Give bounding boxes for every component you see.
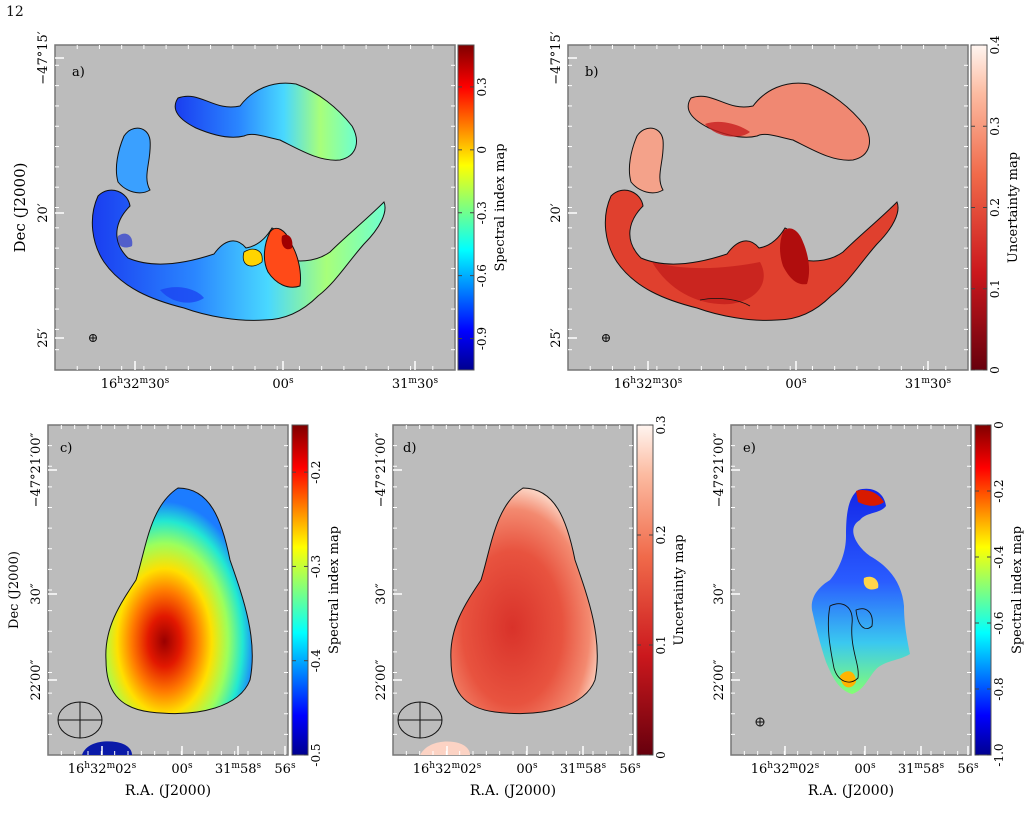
- colorbar-label: Uncertainty map: [1006, 152, 1021, 263]
- colorbar-tick-label: -0.9: [475, 327, 489, 350]
- colorbar-tick-label: 0: [992, 421, 1006, 429]
- dec-tick-label: 30″: [29, 583, 44, 605]
- colorbar-tick-label: -0.3: [475, 201, 489, 224]
- colorbar-label: Uncertainty map: [672, 534, 687, 645]
- colorbar-tick-label: 0: [654, 751, 668, 759]
- colorbar-tick-label: -0.3: [309, 555, 323, 578]
- ra-tick-label: 16h32m02s: [413, 761, 482, 777]
- panel-a-tag: a): [72, 65, 85, 80]
- colorbar-tick-label: 0.3: [475, 77, 489, 96]
- colorbar-tick-label: 0.2: [988, 198, 1002, 217]
- ra-tick-label: 56s: [957, 761, 979, 777]
- dec-tick-label: 20′: [549, 203, 564, 223]
- ra-axis-label: R.A. (J2000): [808, 783, 894, 799]
- panel-d-colorbar: [636, 424, 654, 756]
- ra-tick-label: 16h32m30s: [101, 376, 170, 392]
- colorbar-tick-label: -0.8: [992, 677, 1006, 700]
- colorbar-tick-label: 0.4: [988, 35, 1002, 54]
- colorbar-tick-label: -0.2: [309, 461, 323, 484]
- dec-tick-label: −47°21′00″: [712, 432, 727, 507]
- colorbar-tick-label: 0.3: [654, 415, 668, 434]
- beam-ellipse: [397, 701, 443, 739]
- colorbar-tick-label: -1.0: [992, 743, 1006, 766]
- colorbar-tick-label: -0.2: [992, 479, 1006, 502]
- dec-tick-label: −47°21′00″: [29, 432, 44, 507]
- ra-tick-label: 00s: [272, 376, 294, 392]
- dec-tick-label: 25′: [549, 328, 564, 348]
- dec-tick-label: −47°15′: [36, 31, 51, 84]
- panel-b-tag: b): [585, 65, 598, 80]
- colorbar-tick-label: -0.5: [309, 743, 323, 766]
- colorbar-tick-label: 0.2: [654, 525, 668, 544]
- colorbar-tick-label: -0.6: [992, 611, 1006, 634]
- dec-tick-label: 22′00″: [374, 659, 389, 700]
- ra-tick-label: 56s: [274, 761, 296, 777]
- panel-a-map: [89, 82, 386, 342]
- ra-axis-label: R.A. (J2000): [125, 783, 211, 799]
- colorbar-tick-label: 0: [475, 146, 489, 154]
- dec-tick-label: −47°15′: [549, 31, 564, 84]
- dec-tick-label: 22′00″: [712, 659, 727, 700]
- colorbar-tick-label: -0.6: [475, 264, 489, 287]
- panel-d: d): [392, 424, 654, 756]
- dec-tick-label: 20′: [36, 203, 51, 223]
- dec-tick-label: 22′00″: [29, 659, 44, 700]
- panel-b-map: [602, 82, 899, 342]
- panel-d-map: [450, 487, 598, 715]
- dec-axis-label: Dec (J2000): [7, 551, 22, 629]
- axes-ticks: −47°15′ 20′ 25′ 16h32m30s 00s 31m30s 0.3 0 -0.3 -…: [7, 31, 1025, 799]
- panel-a-colorbar: [457, 44, 475, 371]
- panel-c-map: [105, 487, 253, 715]
- page-number: 12: [6, 4, 24, 20]
- colorbar-tick-label: 0.1: [654, 635, 668, 654]
- ra-tick-label: 16h32m30s: [614, 376, 683, 392]
- panel-b: b): [567, 44, 988, 371]
- ra-tick-label: 00s: [854, 761, 876, 777]
- dec-tick-label: −47°21′00″: [374, 432, 389, 507]
- beam-ellipse: [57, 701, 103, 739]
- ra-tick-label: 31m30s: [392, 376, 439, 392]
- ra-tick-label: 16h32m02s: [751, 761, 820, 777]
- ra-tick-label: 00s: [516, 761, 538, 777]
- ra-tick-label: 00s: [171, 761, 193, 777]
- panel-c-colorbar: [291, 424, 309, 756]
- colorbar-label: Spectral index map: [1010, 526, 1025, 654]
- ra-tick-label: 00s: [785, 376, 807, 392]
- panel-c-tag: c): [60, 441, 72, 456]
- dec-tick-label: 25′: [36, 328, 51, 348]
- colorbar-tick-label: 0.1: [988, 279, 1002, 298]
- dec-axis-label: Dec (J2000): [11, 163, 29, 253]
- panel-c: c): [47, 424, 309, 756]
- colorbar-label: Spectral index map: [327, 526, 342, 654]
- ra-tick-label: 16h32m02s: [68, 761, 137, 777]
- colorbar-tick-label: -0.4: [992, 545, 1006, 569]
- panel-e: e): [730, 424, 992, 756]
- panel-e-tag: e): [743, 441, 756, 456]
- dec-tick-label: 30″: [712, 583, 727, 605]
- colorbar-tick-label: 0.3: [988, 117, 1002, 136]
- ra-tick-label: 31m58s: [898, 761, 945, 777]
- ra-tick-label: 31m58s: [215, 761, 262, 777]
- colorbar-tick-label: -0.4: [309, 649, 323, 673]
- panel-d-tag: d): [403, 441, 416, 456]
- ra-tick-label: 31m58s: [560, 761, 607, 777]
- ra-tick-label: 56s: [619, 761, 641, 777]
- dec-tick-label: 30″: [374, 583, 389, 605]
- panel-e-colorbar: [974, 424, 992, 756]
- colorbar-label: Spectral index map: [493, 143, 508, 271]
- ra-tick-label: 31m30s: [905, 376, 952, 392]
- colorbar-tick-label: 0: [988, 366, 1002, 374]
- panel-e-map: [811, 488, 910, 694]
- ra-axis-label: R.A. (J2000): [470, 783, 556, 799]
- panel-a: a): [54, 44, 475, 371]
